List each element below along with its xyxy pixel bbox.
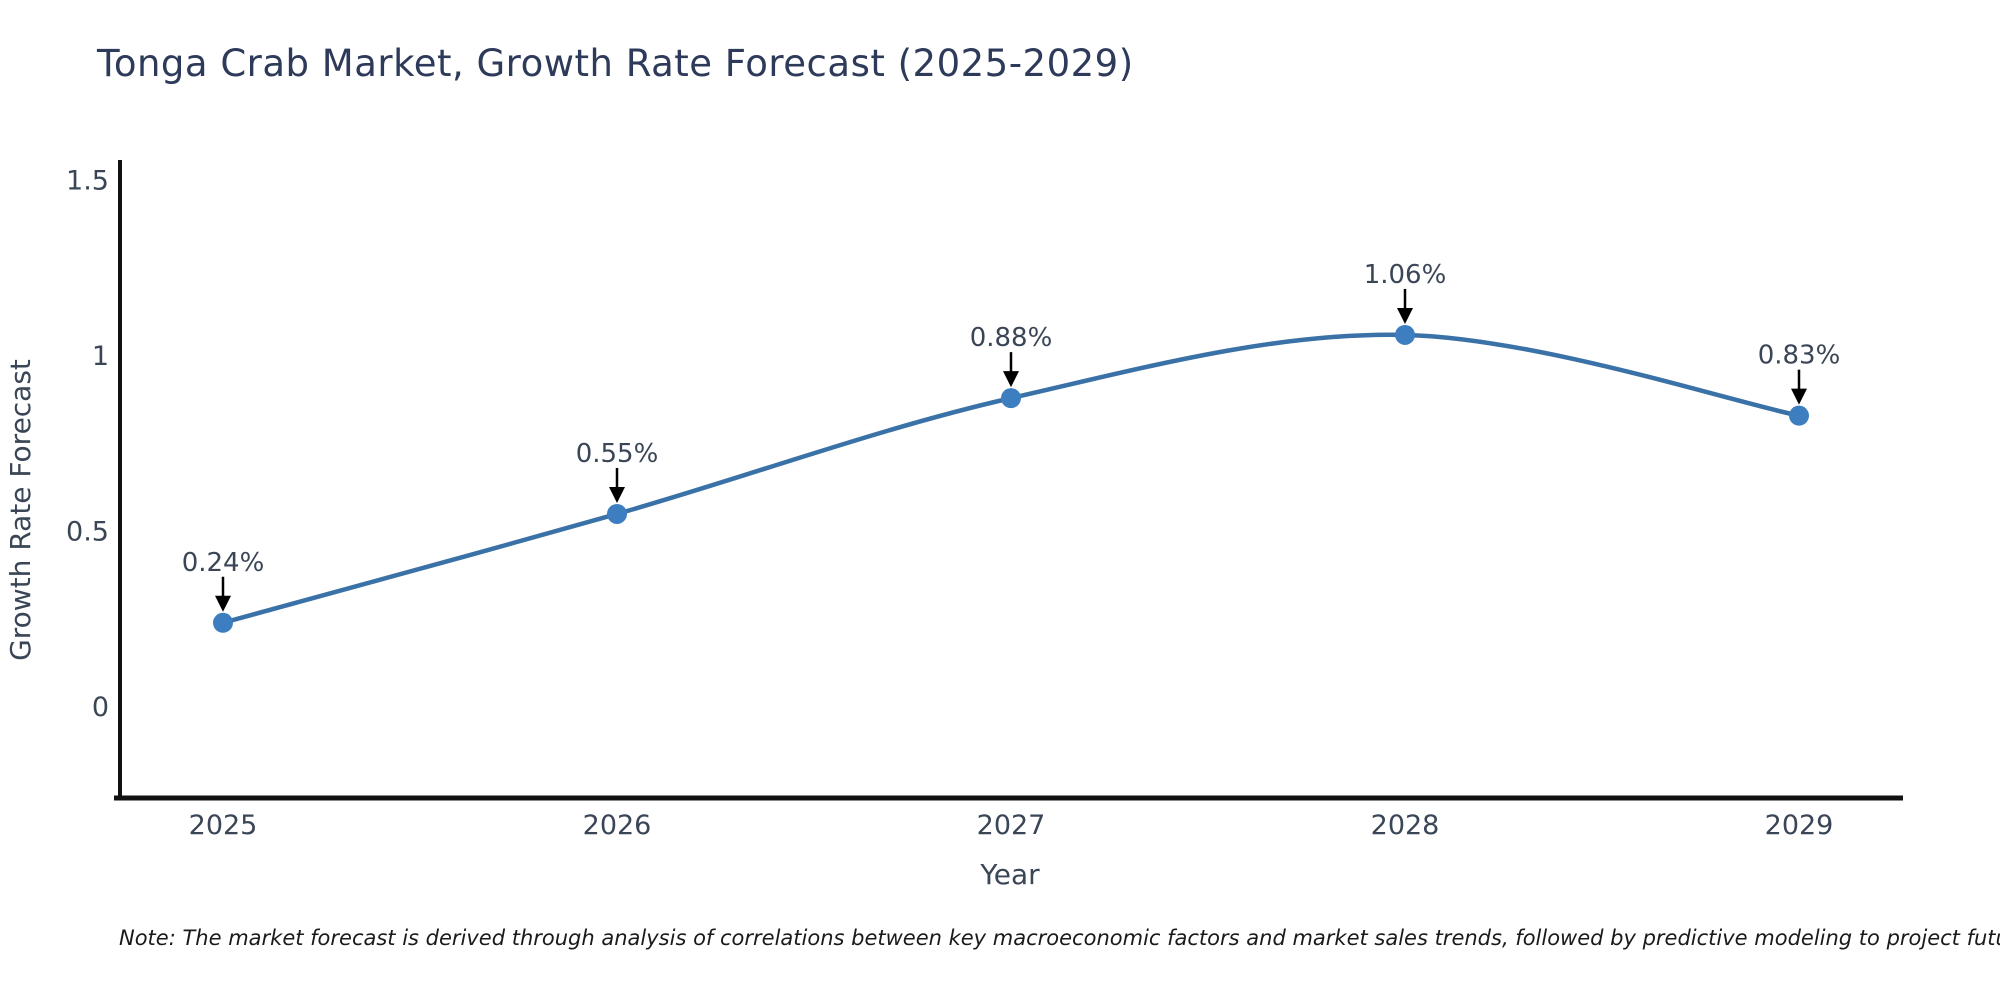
annotation-arrow-head bbox=[1397, 307, 1413, 324]
y-tick-label: 0.5 bbox=[66, 517, 109, 548]
y-axis-title: Growth Rate Forecast bbox=[4, 359, 37, 661]
data-point-marker bbox=[607, 503, 627, 524]
x-axis-title: Year bbox=[979, 858, 1040, 891]
point-annotation-label: 0.24% bbox=[182, 548, 265, 578]
x-tick-label: 2027 bbox=[977, 810, 1046, 841]
y-tick-label: 1.5 bbox=[66, 166, 109, 197]
x-tick-label: 2028 bbox=[1371, 810, 1440, 841]
point-annotation-label: 1.06% bbox=[1364, 260, 1447, 290]
data-point-marker bbox=[213, 612, 233, 633]
y-tick-label: 0 bbox=[92, 692, 109, 723]
point-annotation-label: 0.88% bbox=[970, 323, 1053, 353]
x-tick-label: 2026 bbox=[583, 810, 652, 841]
chart-title: Tonga Crab Market, Growth Rate Forecast … bbox=[97, 42, 1134, 85]
data-point-marker bbox=[1789, 405, 1809, 426]
data-point-marker bbox=[1395, 324, 1415, 345]
point-annotation-label: 0.83% bbox=[1758, 341, 1841, 371]
footnote: Note: The market forecast is derived thr… bbox=[119, 926, 2000, 950]
x-tick-label: 2029 bbox=[1765, 810, 1834, 841]
annotation-arrow-head bbox=[1791, 388, 1807, 405]
annotation-arrow-head bbox=[609, 486, 625, 503]
annotation-arrow-head bbox=[1003, 371, 1019, 388]
annotation-arrow-head bbox=[215, 595, 231, 612]
y-tick-label: 1 bbox=[92, 341, 109, 372]
point-annotation-label: 0.55% bbox=[576, 439, 659, 469]
x-tick-label: 2025 bbox=[189, 810, 258, 841]
data-point-marker bbox=[1001, 388, 1021, 409]
